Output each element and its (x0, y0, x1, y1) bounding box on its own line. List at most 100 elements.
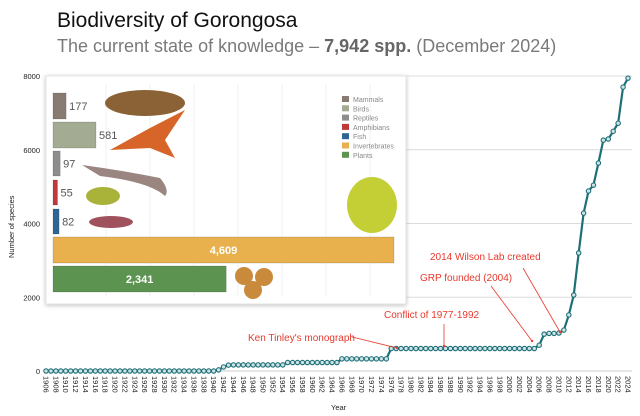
data-point (383, 356, 390, 362)
data-point (526, 345, 533, 352)
x-tick-label: 2018 (594, 376, 603, 393)
x-tick-label: 1970 (357, 376, 366, 393)
data-point (447, 345, 454, 352)
data-point (590, 182, 597, 188)
data-point (314, 359, 321, 366)
arrow-head-icon (558, 330, 562, 334)
data-point (546, 330, 552, 337)
y-tick-label: 6000 (23, 146, 40, 155)
data-point (344, 356, 350, 362)
species-total: 7,942 spp. (324, 36, 412, 56)
data-point (87, 368, 94, 374)
data-point (363, 356, 370, 362)
data-point (615, 120, 621, 126)
data-point (265, 362, 271, 368)
chart-title: Biodiversity of Gorongosa (57, 9, 298, 32)
data-point (605, 136, 612, 142)
annotation-label: GRP founded (2004) (420, 273, 512, 284)
data-point (462, 345, 468, 352)
x-tick-label: 1930 (160, 376, 169, 393)
x-tick-label: 1974 (377, 376, 386, 393)
data-point (497, 345, 503, 352)
data-point (206, 368, 212, 374)
x-tick-label: 1940 (209, 376, 218, 393)
data-point (452, 345, 459, 352)
data-point (196, 368, 202, 374)
legend-label: Plants (353, 153, 373, 160)
data-point (437, 345, 444, 352)
legend-swatch (342, 105, 349, 112)
lizard-icon (82, 165, 167, 196)
legend-swatch (342, 151, 349, 158)
data-point (299, 359, 306, 366)
x-tick-label: 1936 (189, 376, 198, 393)
data-point (492, 345, 498, 352)
data-point (467, 345, 473, 352)
x-tick-label: 1906 (42, 376, 51, 393)
data-point (536, 342, 542, 348)
data-point (72, 368, 79, 374)
data-point (309, 359, 316, 366)
fruit-icon (244, 281, 262, 299)
legend-swatch (342, 96, 349, 102)
data-point (319, 359, 325, 366)
x-tick-label: 1992 (466, 376, 475, 393)
data-point (620, 84, 626, 90)
data-point (166, 368, 173, 374)
x-tick-label: 1946 (239, 376, 248, 393)
x-tick-label: 1996 (485, 376, 494, 393)
bar-mammals (52, 92, 67, 120)
y-tick-label: 2000 (23, 293, 40, 302)
x-tick-label: 1950 (259, 376, 268, 393)
legend-swatch (342, 114, 349, 121)
data-point (245, 362, 251, 368)
data-point (62, 368, 69, 374)
bar-value-label: 177 (69, 101, 87, 113)
data-point (289, 359, 296, 366)
data-point (413, 345, 419, 352)
annotation-arrow (490, 285, 533, 342)
annotation-label: Conflict of 1977-1992 (384, 310, 480, 321)
legend-label: Birds (353, 106, 369, 113)
bar-birds (52, 121, 97, 149)
data-point (112, 368, 118, 374)
x-tick-label: 2024 (624, 376, 633, 393)
x-tick-label: 1966 (337, 376, 346, 393)
data-point (102, 368, 108, 374)
x-tick-label: 1916 (91, 376, 100, 393)
bar-fish (52, 208, 60, 235)
data-point (230, 362, 237, 368)
x-tick-label: 2022 (614, 376, 623, 393)
data-point (403, 345, 409, 352)
data-point (570, 292, 577, 298)
data-point (432, 345, 439, 352)
data-point (373, 356, 380, 362)
annotation-label: 2014 Wilson Lab created (430, 252, 541, 263)
x-tick-label: 1932 (170, 376, 179, 393)
chart-subtitle: The current state of knowledge – 7,942 s… (57, 36, 556, 57)
data-point (595, 160, 602, 166)
y-tick-label: 8000 (23, 72, 40, 81)
x-tick-label: 2016 (584, 376, 593, 393)
x-tick-label: 1948 (249, 376, 258, 393)
data-point (58, 368, 64, 374)
bar-value-label: 97 (63, 159, 75, 171)
legend-label: Reptiles (353, 116, 379, 123)
legend-label: Invertebrates (353, 144, 394, 151)
data-point (600, 137, 607, 143)
data-point (225, 362, 232, 368)
x-tick-label: 1990 (456, 376, 465, 393)
data-point (181, 368, 187, 374)
legend-label: Amphibians (353, 125, 390, 132)
data-point (358, 356, 365, 362)
x-tick-label: 1942 (219, 376, 228, 393)
data-point (551, 330, 557, 337)
data-point (107, 368, 113, 374)
bar-invertebrates (52, 236, 395, 264)
x-tick-label: 2012 (564, 376, 573, 393)
data-point (186, 368, 192, 374)
x-tick-label: 1964 (328, 376, 337, 393)
x-tick-label: 1982 (416, 376, 425, 393)
x-tick-label: 1976 (387, 376, 396, 393)
x-tick-label: 1998 (495, 376, 504, 393)
